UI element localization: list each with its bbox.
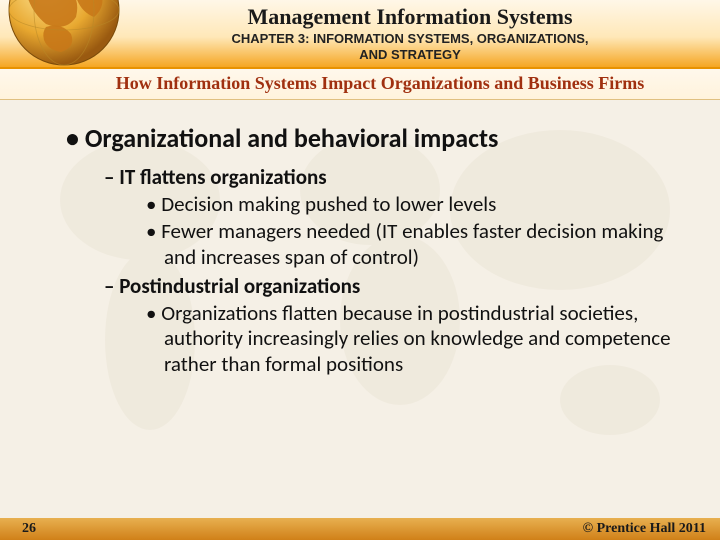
sub-bullet-2-1: Organizations flatten because in postind… <box>146 301 684 378</box>
dash-item-2: Postindustrial organizations <box>104 273 684 299</box>
copyright-text: © Prentice Hall 2011 <box>583 521 706 537</box>
chapter-line-2: AND STRATEGY <box>359 47 461 62</box>
bullet-main: Organizational and behavioral impacts <box>66 122 684 154</box>
dash-item-1: IT flattens organizations <box>104 164 684 190</box>
footer-bar: 26 © Prentice Hall 2011 <box>0 518 720 540</box>
globe-icon <box>6 0 122 68</box>
section-band: How Information Systems Impact Organizat… <box>0 69 720 100</box>
section-title: How Information Systems Impact Organizat… <box>0 73 720 94</box>
header-band: Management Information Systems CHAPTER 3… <box>0 0 720 69</box>
chapter-line-1: CHAPTER 3: INFORMATION SYSTEMS, ORGANIZA… <box>231 31 588 46</box>
page-number: 26 <box>22 521 36 537</box>
slide-content: Organizational and behavioral impacts IT… <box>0 100 720 378</box>
sub-bullet-1-1: Decision making pushed to lower levels <box>146 192 684 218</box>
sub-bullet-1-2: Fewer managers needed (IT enables faster… <box>146 219 684 270</box>
